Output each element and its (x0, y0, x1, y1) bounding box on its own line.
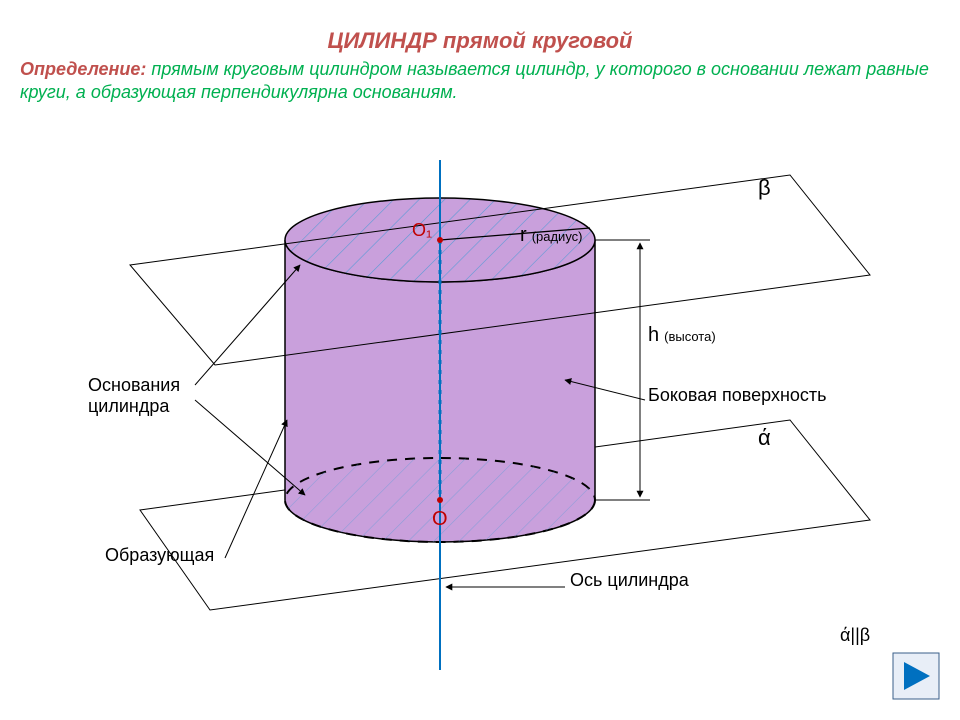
label-lateral: Боковая поверхность (648, 385, 827, 406)
point-o1 (437, 237, 443, 243)
label-point-o: O (432, 508, 448, 531)
definition-label: Определение: (20, 59, 146, 79)
title-text: ЦИЛИНДР прямой круговой (328, 28, 633, 53)
height-dimension (595, 240, 650, 500)
point-o (437, 497, 443, 503)
cylinder-diagram (0, 160, 960, 720)
label-base: Основания цилиндра (88, 375, 180, 417)
label-height: h (высота) (648, 324, 716, 347)
label-alpha: ά (758, 425, 771, 451)
label-point-o1: O₁ (412, 220, 432, 241)
title: ЦИЛИНДР прямой круговой (0, 0, 960, 54)
label-parallel: ά||β (840, 625, 870, 646)
definition: Определение: прямым круговым цилиндром н… (0, 54, 960, 105)
label-beta: β (758, 175, 771, 201)
label-generatrix: Образующая (105, 545, 214, 566)
definition-text: прямым круговым цилиндром называется цил… (20, 59, 929, 102)
next-button[interactable] (892, 652, 940, 700)
label-axis: Ось цилиндра (570, 570, 689, 591)
label-radius: r (радиус) (520, 224, 583, 247)
arrow-generatrix (225, 420, 287, 558)
